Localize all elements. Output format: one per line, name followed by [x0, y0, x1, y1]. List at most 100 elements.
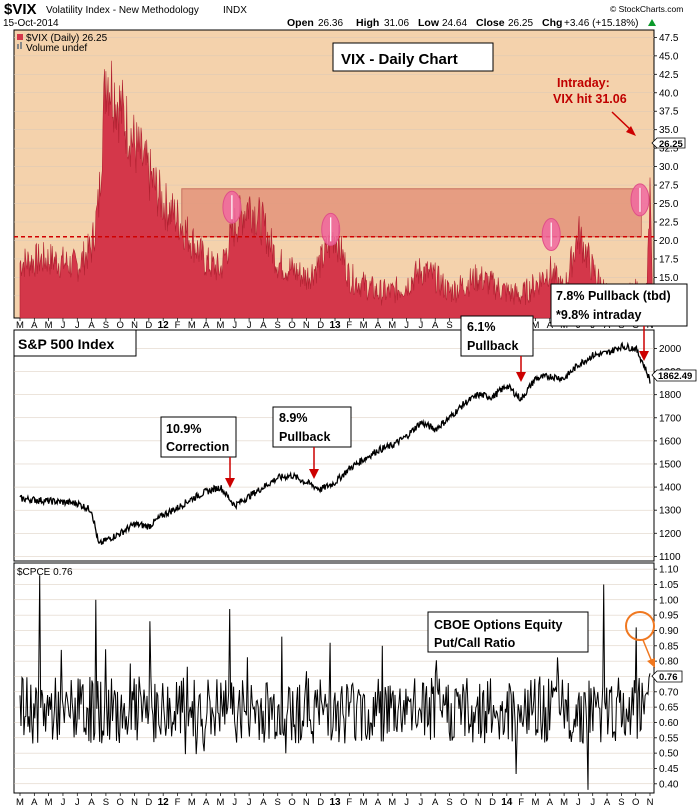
x-tick-label: M [388, 320, 396, 331]
x-tick-label: A [375, 797, 382, 808]
volume-icon [17, 44, 19, 49]
x-tick-label: D [489, 797, 496, 808]
x-tick-label: S [275, 320, 281, 331]
arrow-icon [309, 469, 319, 479]
intraday-value: VIX hit 31.06 [553, 92, 627, 106]
header-symbol: $VIX [4, 1, 37, 18]
x-tick-label: 12 [158, 320, 170, 331]
y-tick-label: 1800 [659, 390, 682, 401]
cpce-panel-bg [13, 562, 655, 794]
x-tick-label: A [432, 797, 439, 808]
x-tick-label: J [404, 320, 409, 331]
pullback3-line2: *9.8% intraday [556, 308, 642, 322]
vix-legend: $VIX (Daily) 26.25 [26, 33, 108, 44]
cpce-line1: CBOE Options Equity [434, 618, 563, 632]
spx-line-series [19, 341, 651, 545]
y-tick-label: 1.10 [659, 565, 679, 576]
x-tick-label: S [103, 797, 109, 808]
y-tick-label: 0.70 [659, 687, 679, 698]
x-tick-label: J [404, 797, 409, 808]
x-tick-label: 12 [158, 797, 170, 808]
x-tick-label: 14 [501, 797, 513, 808]
x-tick-label: J [247, 320, 252, 331]
y-tick-label: 42.5 [659, 70, 679, 81]
y-tick-label: 0.60 [659, 718, 679, 729]
x-tick-label: J [232, 320, 237, 331]
x-tick-label: 13 [329, 320, 341, 331]
x-tick-label: S [103, 320, 109, 331]
y-tick-label: 0.80 [659, 657, 679, 668]
x-tick-label: A [375, 320, 382, 331]
x-tick-label: M [16, 797, 24, 808]
y-tick-label: 45.0 [659, 51, 679, 62]
cpce-highlight [625, 611, 655, 668]
y-tick-label: 0.55 [659, 733, 679, 744]
pullback1-line2: Pullback [279, 430, 330, 444]
x-tick-label: N [303, 320, 310, 331]
svg-text:26.25: 26.25 [659, 139, 683, 150]
pullback2-line1: 6.1% [467, 320, 496, 334]
x-tick-label: A [203, 797, 210, 808]
x-tick-label: J [75, 797, 80, 808]
cpce-legend: $CPCE 0.76 [17, 567, 73, 578]
pullback3-line1: 7.8% Pullback (tbd) [556, 289, 671, 303]
x-tick-label: M [360, 320, 368, 331]
y-tick-label: 40.0 [659, 88, 679, 99]
pullback2-line2: Pullback [467, 339, 518, 353]
x-tick-label: A [203, 320, 210, 331]
x-tick-label: J [590, 797, 595, 808]
x-tick-label: A [260, 320, 267, 331]
y-tick-label: 30.0 [659, 162, 679, 173]
x-tick-label: A [88, 320, 95, 331]
volume-icon-bar [20, 42, 22, 49]
annotation-cpce: CBOE Options Equity Put/Call Ratio [427, 611, 589, 653]
y-tick-label: 1.00 [659, 595, 679, 606]
y-tick-label: 35.0 [659, 125, 679, 136]
x-tick-label: N [475, 797, 482, 808]
arrow-icon [516, 372, 526, 382]
x-tick-label: M [560, 797, 568, 808]
x-tick-label: M [531, 320, 539, 331]
x-tick-label: D [317, 797, 324, 808]
x-tick-label: O [117, 797, 124, 808]
spx-title-box: S&P 500 Index [13, 329, 137, 357]
vix-y-axis: 12.515.017.520.022.525.027.530.032.535.0… [654, 33, 679, 302]
correction-line1: 10.9% [166, 422, 201, 436]
x-tick-label: A [547, 797, 554, 808]
x-tick-label: D [145, 797, 152, 808]
high-label: High [356, 17, 379, 29]
low-value: 24.64 [442, 18, 467, 29]
arrow-icon [639, 351, 649, 361]
x-tick-label: S [275, 797, 281, 808]
x-tick-label: 13 [329, 797, 341, 808]
x-tick-label: F [518, 797, 524, 808]
x-tick-label: M [16, 320, 24, 331]
intraday-label: Intraday: [557, 76, 610, 90]
highlight-ellipses [222, 183, 650, 252]
x-tick-label: M [188, 320, 196, 331]
y-tick-label: 2000 [659, 344, 682, 355]
x-tick-label: A [547, 320, 554, 331]
x-tick-label: J [247, 797, 252, 808]
open-label: Open [287, 17, 314, 29]
pullback1-line1: 8.9% [279, 411, 308, 425]
x-tick-label: N [131, 797, 138, 808]
y-tick-label: 27.5 [659, 181, 679, 192]
x-tick-label: A [604, 797, 611, 808]
annotation-pullback-2: 6.1% Pullback [460, 315, 534, 382]
correction-line2: Correction [166, 440, 229, 454]
x-tick-label: F [346, 797, 352, 808]
y-tick-label: 15.0 [659, 273, 679, 284]
vix-title: VIX - Daily Chart [341, 51, 458, 68]
up-arrow-icon [648, 19, 656, 26]
x-tick-label: J [75, 320, 80, 331]
cpce-line2: Put/Call Ratio [434, 636, 516, 650]
x-axis-bottom: M A M J J A S O N D 12 F M A M J J A S O N D 13 F M A M J J A S O N D 14 F M… [16, 793, 654, 808]
x-tick-label: S [618, 797, 624, 808]
cpce-last-badge: 0.76 [651, 670, 683, 683]
x-tick-label: M [45, 797, 53, 808]
x-tick-label: S [446, 797, 452, 808]
vix-title-box: VIX - Daily Chart [332, 42, 494, 72]
x-tick-label: M [388, 797, 396, 808]
y-tick-label: 1500 [659, 459, 682, 470]
